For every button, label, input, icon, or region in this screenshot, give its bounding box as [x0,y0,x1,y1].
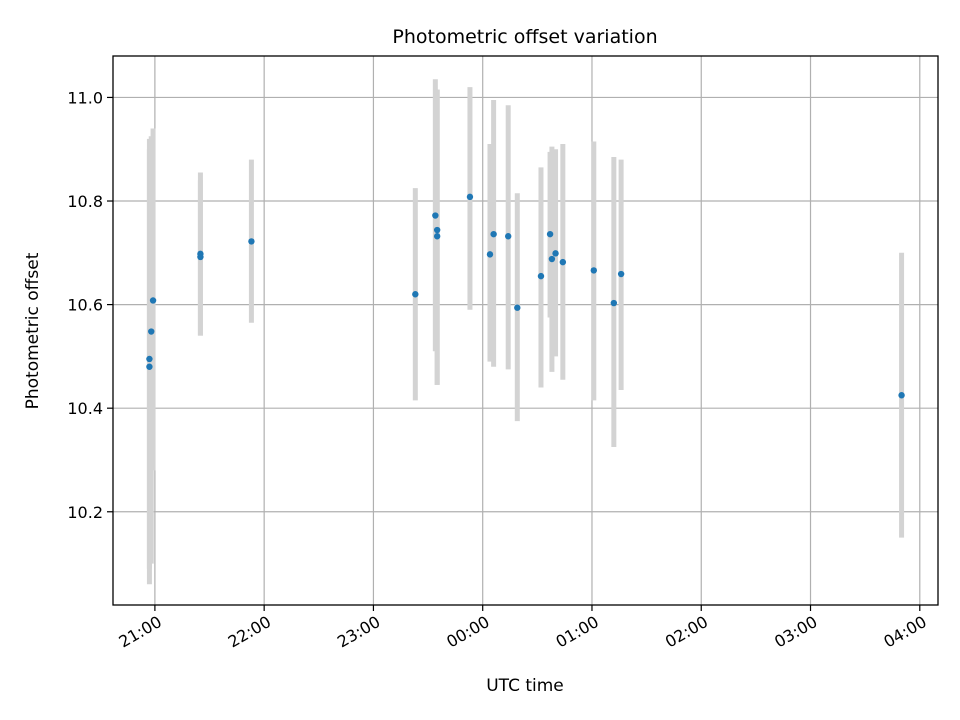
plot-frame [112,55,939,606]
data-point [148,328,155,335]
data-point [412,291,419,298]
data-point [590,267,597,274]
y-tick-label: 10.6 [67,296,103,315]
y-tick-label: 11.0 [67,88,103,107]
y-tick-label: 10.8 [67,192,103,211]
data-point [546,230,554,238]
y-tick-label: 10.2 [67,503,103,522]
data-point [559,258,567,266]
data-point [898,392,905,399]
data-point [146,355,153,363]
data-point [617,270,625,278]
data-point [490,230,497,238]
chart-title: Photometric offset variation [392,26,657,48]
data-point [610,299,618,307]
data-point [197,253,204,261]
data-point [149,297,157,304]
y-axis-label: Photometric offset [23,252,43,409]
data-point [552,250,559,257]
data-point [248,238,255,245]
data-point [514,304,521,311]
y-tick-label: 10.4 [67,399,103,418]
data-point [537,272,545,280]
data-point [548,255,556,263]
data-points [146,193,905,399]
data-point [486,251,494,258]
data-point [432,212,439,219]
data-point [504,233,512,240]
data-point [146,363,153,370]
y-axis-ticks: 10.2 10.4 10.6 10.8 11.0 [67,88,113,522]
x-axis-label: UTC time [486,676,564,696]
data-point [433,233,441,240]
data-point [466,193,474,201]
data-point [433,226,441,234]
